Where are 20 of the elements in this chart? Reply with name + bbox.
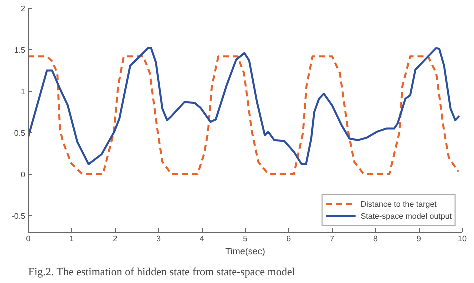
x-tick-label: 10: [458, 234, 468, 244]
x-tick-label: 8: [373, 234, 378, 244]
y-tick-label: 2: [21, 4, 26, 14]
x-tick-label: 9: [416, 234, 422, 244]
x-tick-label: 6: [286, 234, 292, 244]
y-tick-label: 0.5: [14, 128, 26, 138]
x-tick-label: 7: [330, 234, 336, 244]
caption: Fig.2. The estimation of hidden state from state-space model: [28, 266, 296, 278]
legend-label: State-space model output: [360, 210, 452, 222]
x-tick-label: 3: [156, 234, 162, 244]
legend-label: Distance to the target: [360, 198, 437, 210]
y-tick-label: 1.5: [14, 46, 26, 55]
y-tick-label: -0.5: [12, 212, 26, 221]
y-tick-label: 0: [21, 170, 26, 180]
y-tick-label: 1: [21, 87, 26, 96]
x-tick-label: 1: [70, 234, 75, 244]
x-tick-label: 2: [113, 234, 118, 244]
x-tick-label: 5: [243, 234, 248, 244]
x-axis-title: Time(sec): [226, 246, 266, 256]
x-tick-label: 4: [200, 234, 205, 244]
